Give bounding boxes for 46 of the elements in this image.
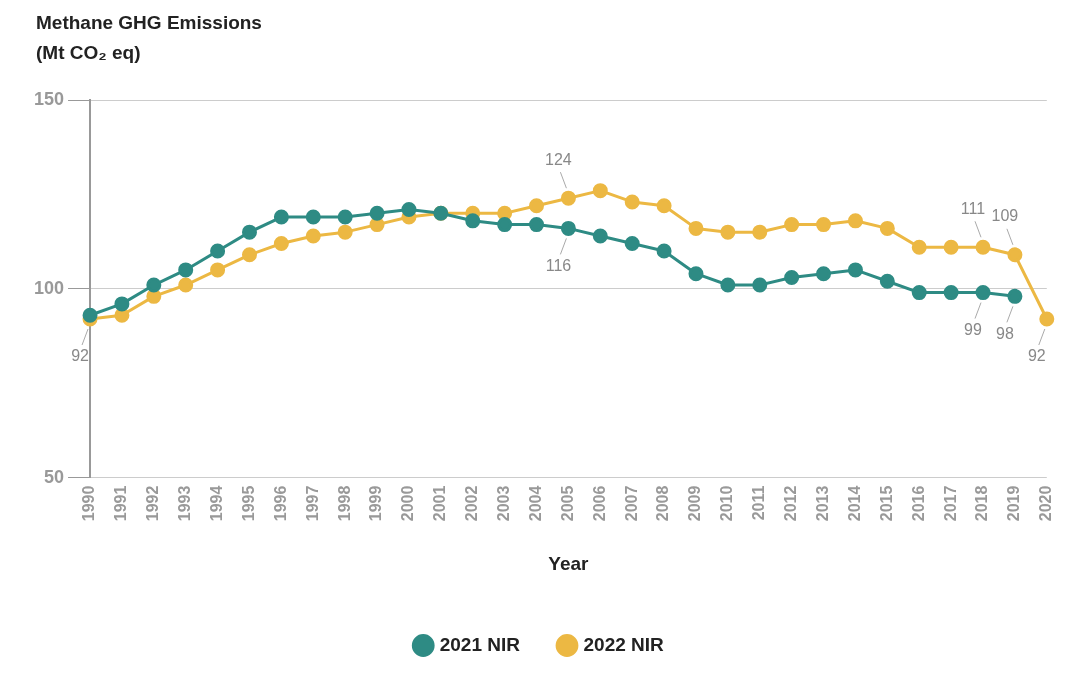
x-tick-label: 2010 <box>718 485 736 522</box>
x-tick-label: 2001 <box>431 485 449 522</box>
x-tick-label: 1994 <box>208 485 226 522</box>
x-tick-label: 2016 <box>909 485 927 522</box>
x-tick-label: 2018 <box>973 485 991 522</box>
x-tick-label: 2012 <box>782 485 800 522</box>
legend-label: 2021 NIR <box>439 633 521 655</box>
data-label: 124 <box>545 150 572 168</box>
legend-label: 2022 NIR <box>583 633 665 655</box>
data-label: 99 <box>964 320 983 338</box>
x-tick-label: 1995 <box>239 485 257 522</box>
data-label: 92 <box>1027 347 1046 365</box>
x-tick-label: 1991 <box>112 485 130 522</box>
x-tick-label: 2020 <box>1037 485 1055 522</box>
x-tick-label: 2005 <box>558 485 576 522</box>
x-axis-title: Year <box>548 552 590 574</box>
data-label: 98 <box>996 324 1014 342</box>
x-tick-label: 2000 <box>399 485 417 522</box>
x-tick-label: 2004 <box>526 485 544 522</box>
x-tick-label: 1997 <box>303 485 321 522</box>
y-tick-label: 150 <box>33 88 65 109</box>
x-tick-label: 2011 <box>750 485 768 521</box>
x-tick-label: 2013 <box>813 485 831 522</box>
x-tick-label: 1996 <box>271 485 289 522</box>
x-tick-label: 2006 <box>590 485 608 522</box>
x-tick-label: 1990 <box>80 485 98 522</box>
x-tick-label: 2019 <box>1005 485 1023 522</box>
y-tick-label: 50 <box>44 466 65 487</box>
x-tick-label: 1993 <box>176 485 194 522</box>
x-tick-label: 2003 <box>495 485 513 522</box>
x-tick-label: 2014 <box>845 485 863 522</box>
x-tick-label: 2002 <box>463 485 481 522</box>
x-tick-label: 2015 <box>877 485 895 522</box>
y-axis-title: Methane GHG Emissions (Mt CO₂ eq) <box>36 11 263 65</box>
x-tick-label: 1998 <box>335 485 353 522</box>
y-tick-label: 100 <box>33 277 65 298</box>
x-tick-label: 2009 <box>686 485 704 522</box>
x-tick-label: 1992 <box>144 485 162 522</box>
x-tick-label: 2007 <box>622 485 640 522</box>
x-tick-label: 2017 <box>941 485 959 522</box>
data-label: 116 <box>545 256 572 274</box>
x-tick-label: 2008 <box>654 485 672 522</box>
data-label: 111 <box>960 199 986 217</box>
x-tick-label: 1999 <box>367 485 385 522</box>
data-label: 109 <box>991 207 1019 225</box>
data-label: 92 <box>71 347 90 365</box>
